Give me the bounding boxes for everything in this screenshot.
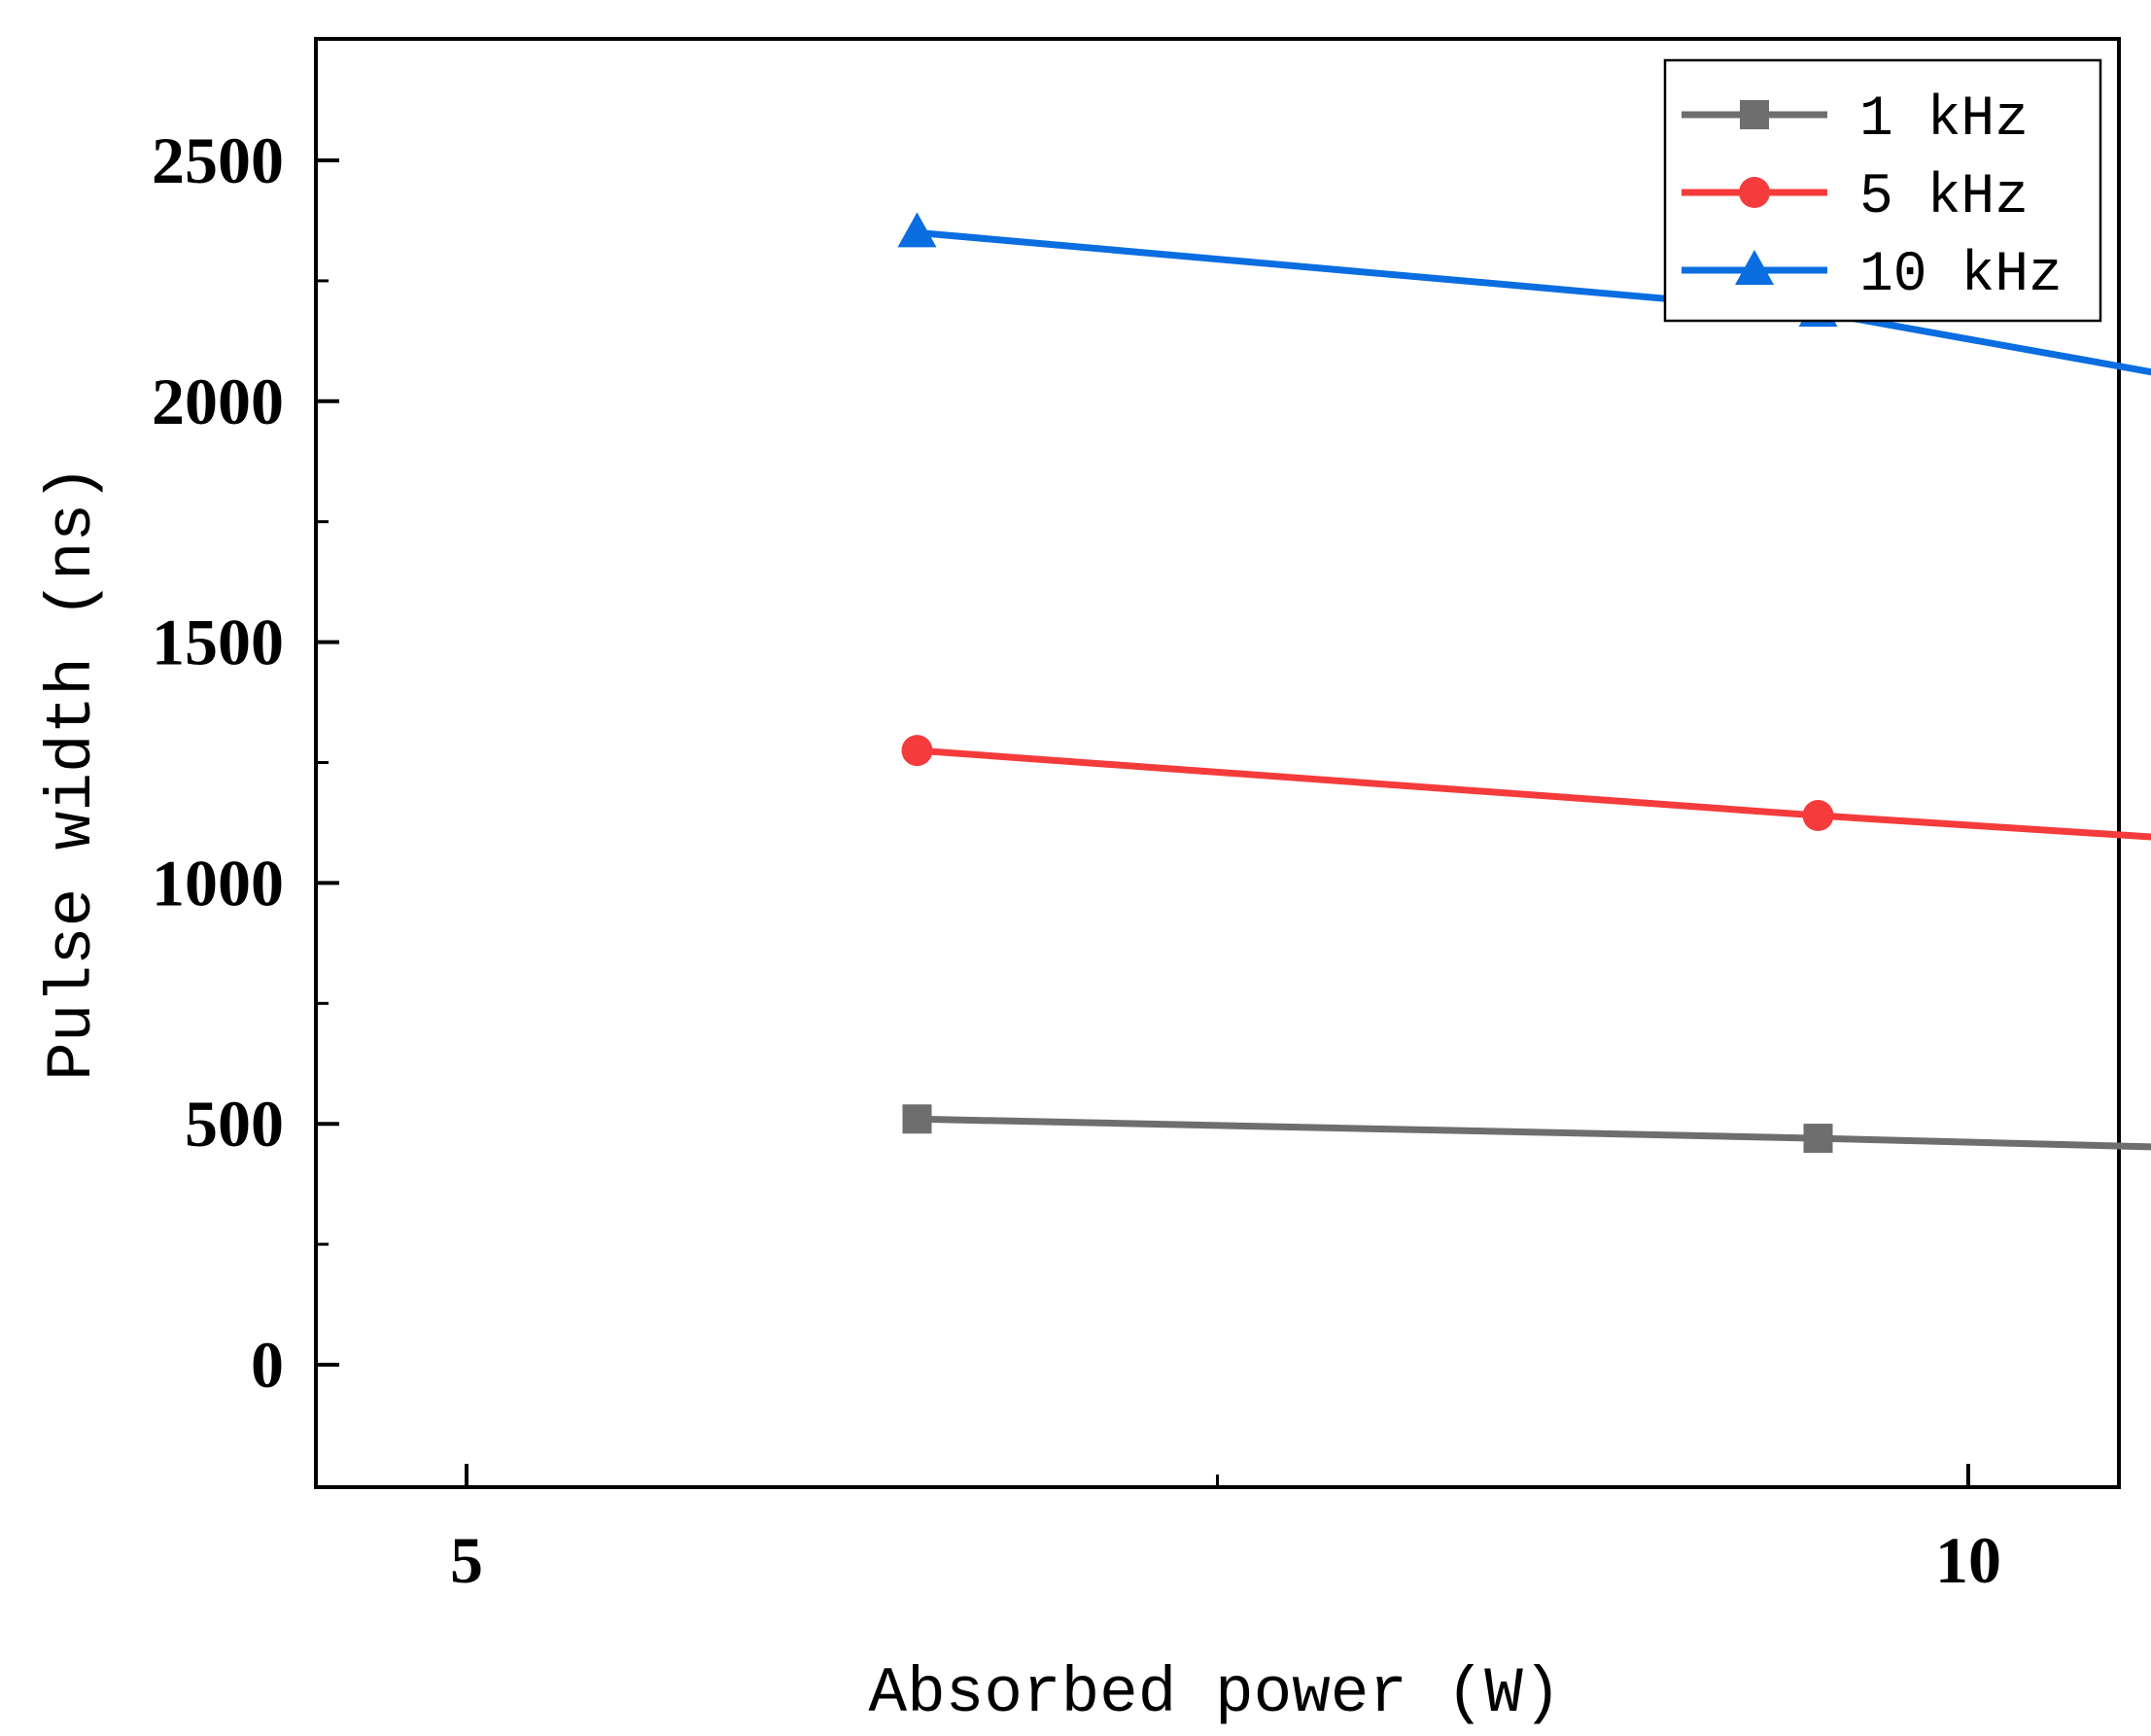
- legend-label: 10 kHz: [1859, 244, 2063, 307]
- legend-label: 1 kHz: [1859, 88, 2029, 152]
- legend-marker: [1739, 177, 1770, 208]
- data-point: [897, 212, 937, 248]
- y-tick-label-2000: 2000: [152, 365, 284, 438]
- legend-label: 5 kHz: [1859, 166, 2029, 229]
- data-point: [1802, 800, 1834, 832]
- x-axis-title: Absorbed power (W): [869, 1657, 1562, 1730]
- data-point: [902, 1104, 932, 1134]
- legend: 1 kHz 5 kHz 10 kHz: [1663, 58, 2102, 323]
- y-tick-label-500: 500: [185, 1087, 284, 1161]
- y-tick-label-2500: 2500: [152, 123, 284, 197]
- legend-marker: [1735, 250, 1774, 285]
- series-5-khz: [901, 735, 2151, 841]
- y-tick-label-1000: 1000: [152, 846, 284, 920]
- series-line: [917, 746, 2151, 841]
- y-axis-title: Pulse width (ns): [36, 465, 109, 1081]
- legend-marker: [1740, 100, 1769, 129]
- series-line: [917, 1115, 2151, 1151]
- series-1-khz: [902, 1104, 2151, 1154]
- y-axis: 0 500 1000 1500 2000 2500: [152, 123, 339, 1402]
- data-point: [1803, 1124, 1833, 1154]
- x-tick-label-5: 5: [450, 1523, 483, 1597]
- y-tick-label-0: 0: [251, 1328, 284, 1402]
- x-tick-label-10: 10: [1935, 1523, 2001, 1597]
- x-axis: 51015202530: [450, 1464, 2001, 1597]
- data-point: [901, 735, 933, 767]
- y-tick-label-1500: 1500: [152, 606, 284, 679]
- series-layer: [897, 212, 2151, 1154]
